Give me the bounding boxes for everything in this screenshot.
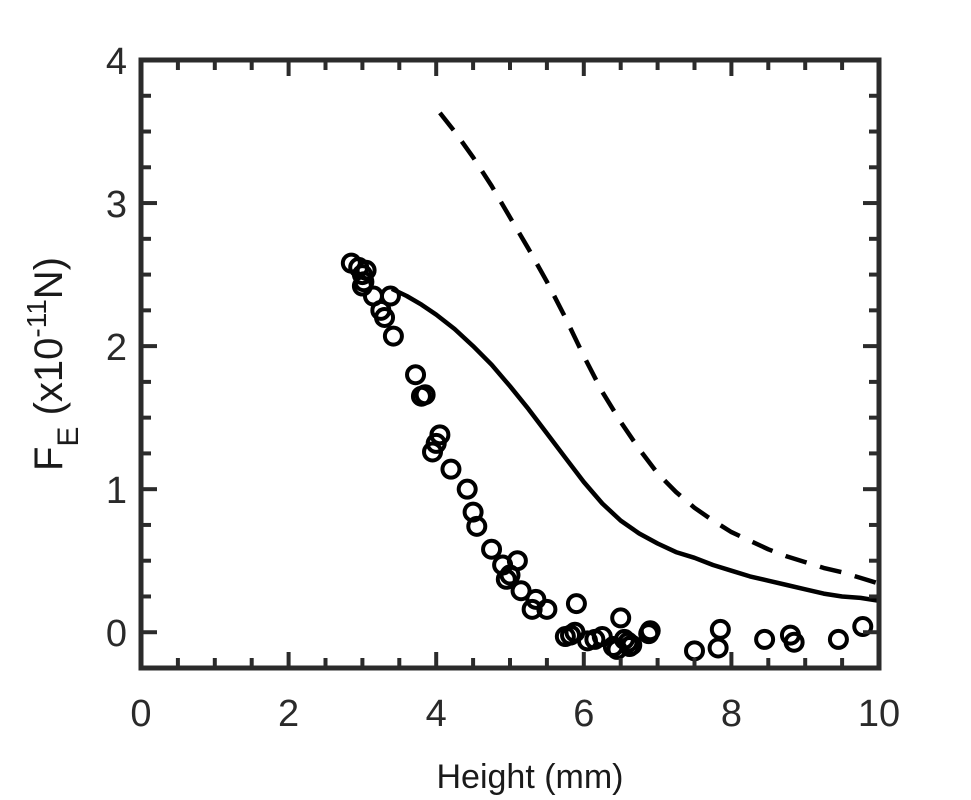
data-point: [783, 631, 805, 653]
data-point: [429, 424, 451, 446]
data-point: [521, 598, 543, 620]
x-tick-label: 4: [426, 693, 447, 735]
ticks-layer: [139, 58, 881, 668]
y-axis-title-prefix: (x10: [27, 338, 71, 427]
measured-points: [340, 252, 874, 662]
data-point: [709, 618, 731, 640]
data-point: [379, 285, 401, 307]
y-tick-label: 4: [106, 41, 127, 83]
plot-frame: [138, 57, 882, 671]
data-point: [405, 364, 427, 386]
data-point: [374, 307, 396, 329]
data-point: [481, 538, 503, 560]
y-tick-label: 0: [106, 613, 127, 655]
data-point: [852, 616, 874, 638]
x-tick-label: 2: [278, 693, 299, 735]
data-point: [506, 550, 528, 572]
x-tick-label: 8: [721, 693, 742, 735]
x-tick-label: 0: [130, 693, 151, 735]
data-point: [827, 628, 849, 650]
data-point: [536, 598, 558, 620]
data-point: [621, 634, 643, 656]
y-axis-title: FE (x10-11N): [21, 257, 85, 471]
y-tick-label: 1: [106, 470, 127, 512]
data-point: [707, 637, 729, 659]
y-axis-title-suffix: N): [27, 257, 71, 299]
data-point: [565, 593, 587, 615]
data-point: [466, 515, 488, 537]
data-point: [754, 628, 776, 650]
x-tick-label: 6: [573, 693, 594, 735]
data-point: [495, 568, 517, 590]
data-point: [456, 478, 478, 500]
data-point: [440, 458, 462, 480]
y-tick-label: 3: [106, 184, 127, 226]
data-point: [684, 640, 705, 662]
model-solid-line: [390, 286, 880, 604]
model-dashed-line: [438, 111, 880, 586]
x-axis-title: Height (mm): [436, 758, 623, 796]
x-tick-label: 10: [858, 693, 900, 735]
series-layer: [340, 111, 880, 662]
labels-layer: 0 2 4 6 8 10 0 1 2 3 4: [106, 41, 900, 735]
data-point: [639, 620, 661, 642]
y-axis-title-main: F: [27, 447, 71, 471]
data-point: [355, 259, 377, 281]
data-point: [610, 607, 632, 629]
data-point: [414, 384, 436, 406]
data-point: [382, 325, 404, 347]
data-point: [510, 580, 532, 602]
y-axis-title-subscript: E: [52, 427, 85, 447]
y-tick-label: 2: [106, 327, 127, 369]
y-axis-title-exponent: -11: [21, 299, 52, 337]
